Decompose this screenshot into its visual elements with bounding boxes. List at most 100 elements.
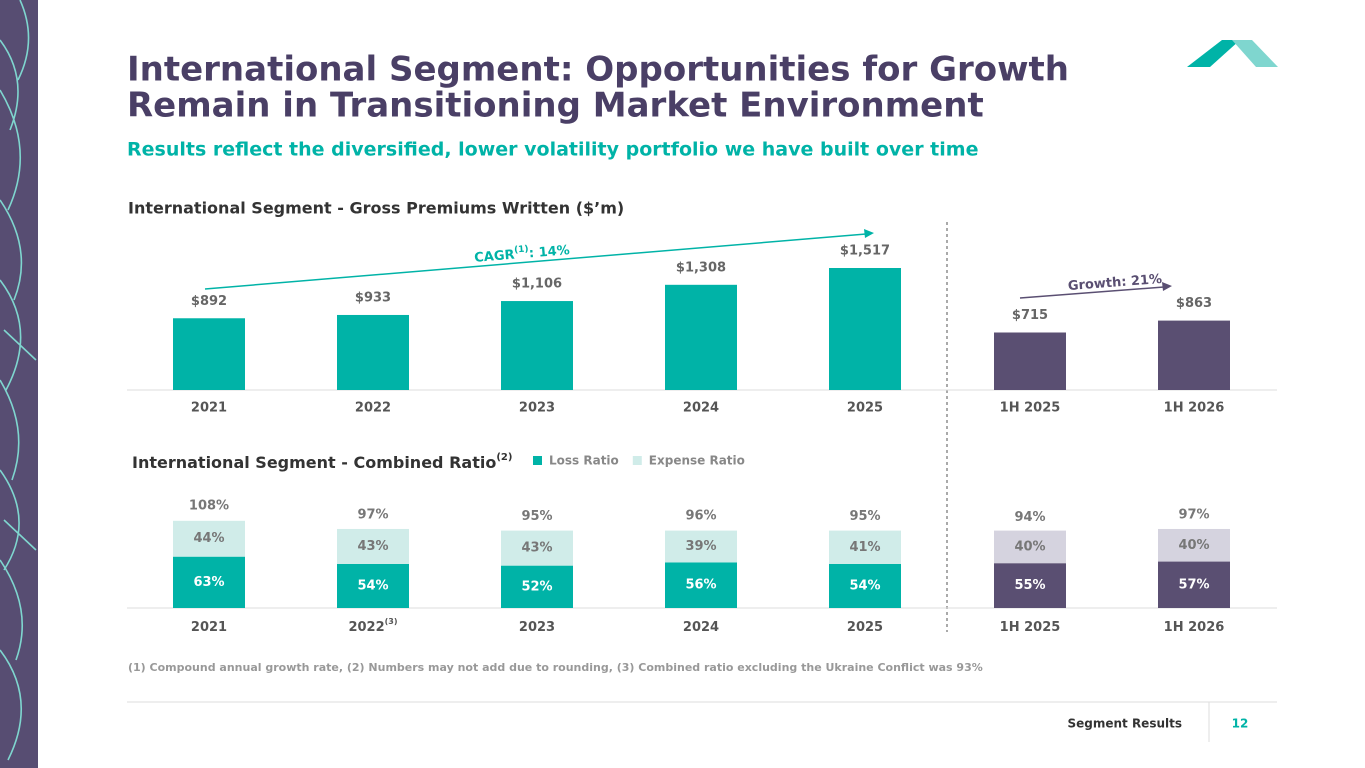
bar [501,301,573,390]
value-label: 39% [685,539,716,554]
bar-segment [994,563,1066,608]
bar-segment [829,530,901,564]
bar-segment [173,520,245,557]
growth-arrowhead [1162,282,1172,291]
side-strip [0,0,38,768]
x-tick-text: 2025 [847,620,883,635]
value-label: $1,517 [840,244,890,259]
side-decoration [0,0,38,768]
logo-right [1232,40,1278,67]
footnote: (1) Compound annual growth rate, (2) Num… [128,661,983,674]
value-label: 56% [685,578,716,593]
value-label: $863 [1176,296,1212,311]
cagr-tail: : 14% [528,243,570,261]
growth-label: Growth: 21% [1067,272,1162,294]
bar-segment [994,530,1066,564]
value-label: 54% [849,579,880,594]
value-label: $715 [1012,308,1048,323]
total-label: 97% [1178,507,1209,522]
total-label: 94% [1014,510,1045,525]
value-label: $933 [355,290,391,305]
x-tick-label: 2024 [683,401,719,416]
total-label: 95% [521,509,552,524]
value-label: 44% [193,531,224,546]
x-tick-text: 2022 [348,620,384,635]
bar [994,332,1066,390]
bar-segment [337,564,409,608]
value-label: $1,308 [676,260,726,275]
bar-segment [1158,561,1230,608]
logo [1187,40,1278,67]
bar-segment [501,565,573,608]
growth-arrow [1019,286,1165,299]
x-tick-label: 2023 [519,401,555,416]
bar [1158,320,1230,390]
bar-segment [501,530,573,566]
x-tick-label: 2023 [519,620,555,635]
legend-swatch [632,456,642,465]
footer-section: Segment Results [1067,717,1182,731]
value-label: 52% [521,579,552,594]
x-tick-text: 2024 [683,620,719,635]
bar-segment [829,564,901,608]
value-label: 43% [357,539,388,554]
bar [665,284,737,390]
cagr-text: CAGR [474,247,515,265]
x-tick-label: 1H 2026 [1164,620,1225,635]
cagr-label: CAGR(1): 14% [474,241,571,266]
value-label: 40% [1014,539,1045,554]
total-label: 97% [357,507,388,522]
cagr-sup: (1) [514,244,529,255]
chart-title: International Segment - Combined Ratio(2… [132,452,512,472]
total-label: 108% [189,499,229,514]
cagr-arrowhead [864,229,874,238]
x-tick-label: 1H 2025 [1000,401,1061,416]
x-tick-label: 2021 [191,401,227,416]
subtitle: Results reflect the diversified, lower v… [127,139,978,161]
x-tick-label: 2022 [355,401,391,416]
cagr-arrow [204,233,867,290]
value-label: 43% [521,541,552,556]
bar-segment [1158,528,1230,562]
title-line: Remain in Transitioning Market Environme… [127,86,984,126]
title-line: International Segment: Opportunities for… [127,50,1069,90]
x-tick-text: 2023 [519,620,555,635]
value-label: 63% [193,575,224,590]
value-label: $892 [191,294,227,309]
legend-label: Expense Ratio [649,454,745,468]
value-label: $1,106 [512,277,562,292]
x-tick-label: 2024 [683,620,719,635]
bar-segment [665,562,737,608]
x-tick-label: 2025 [847,401,883,416]
x-tick-text: 1H 2026 [1164,620,1225,635]
chart-title-sup: (2) [496,452,512,463]
legend-label: Loss Ratio [549,454,619,468]
chart-title-text: International Segment - Combined Ratio [132,453,496,472]
logo-left [1187,40,1240,67]
x-tick-text: 1H 2025 [1000,620,1061,635]
bar-segment [337,528,409,564]
total-label: 95% [849,509,880,524]
x-tick-label: 2021 [191,620,227,635]
bar [173,318,245,390]
legend-swatch [533,456,542,465]
page-number: 12 [1232,717,1249,731]
x-tick-text: 2021 [191,620,227,635]
bar [337,314,409,390]
x-tick-label: 2022(3) [348,617,397,635]
value-label: 54% [357,579,388,594]
x-tick-label: 2025 [847,620,883,635]
x-tick-sup: (3) [385,617,398,626]
value-label: 41% [849,540,880,555]
bar [829,268,901,390]
x-tick-label: 1H 2025 [1000,620,1061,635]
value-label: 55% [1014,578,1045,593]
x-tick-label: 1H 2026 [1164,401,1225,416]
bar-segment [665,530,737,563]
side-lines [0,0,37,761]
total-label: 96% [685,508,716,523]
value-label: 57% [1178,577,1209,592]
bar-segment [173,556,245,608]
value-label: 40% [1178,538,1209,553]
